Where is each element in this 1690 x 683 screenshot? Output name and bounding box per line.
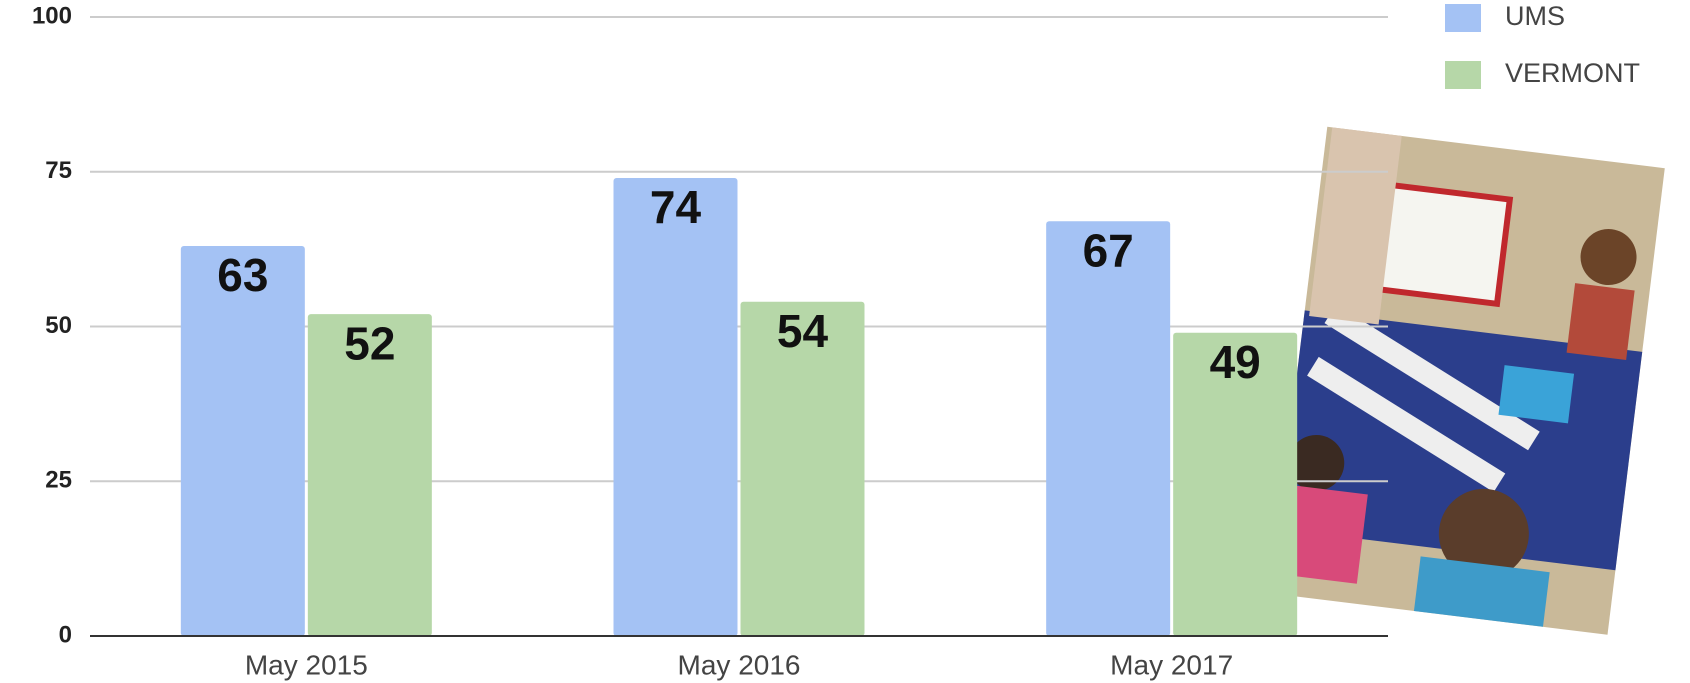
photo-paper [1307,356,1506,493]
x-tick-label: May 2017 [1110,649,1233,680]
bar [307,314,432,636]
bar [740,301,865,636]
legend-swatch [1445,4,1481,32]
data-label: 74 [650,181,702,233]
legend-label: VERMONT [1505,58,1640,88]
bar [1046,221,1171,636]
bar [1173,332,1298,636]
y-tick-label: 50 [45,312,72,339]
photo-adult [1309,127,1402,325]
photo-child [1566,283,1635,360]
legend-swatch [1445,61,1481,89]
photo-child [1580,229,1637,286]
photo-child [1413,556,1550,627]
photo-child [1438,488,1529,579]
data-label: 52 [344,317,395,369]
data-label: 63 [217,249,268,301]
y-tick-label: 75 [45,157,72,184]
data-label: 49 [1210,336,1261,388]
x-tick-label: May 2015 [245,649,368,680]
legend-label: UMS [1505,1,1565,31]
bar [180,246,305,636]
y-tick-label: 25 [45,467,72,494]
photo-child [1277,484,1368,584]
photo [1270,126,1665,635]
y-tick-label: 100 [32,2,72,29]
y-tick-label: 0 [59,621,72,648]
data-label: 54 [777,305,829,357]
bar [613,177,738,636]
photo-child [1288,434,1345,491]
photo-paper [1324,304,1540,451]
photo-basket [1498,365,1575,424]
data-label: 67 [1083,224,1134,276]
x-tick-label: May 2016 [678,649,801,680]
